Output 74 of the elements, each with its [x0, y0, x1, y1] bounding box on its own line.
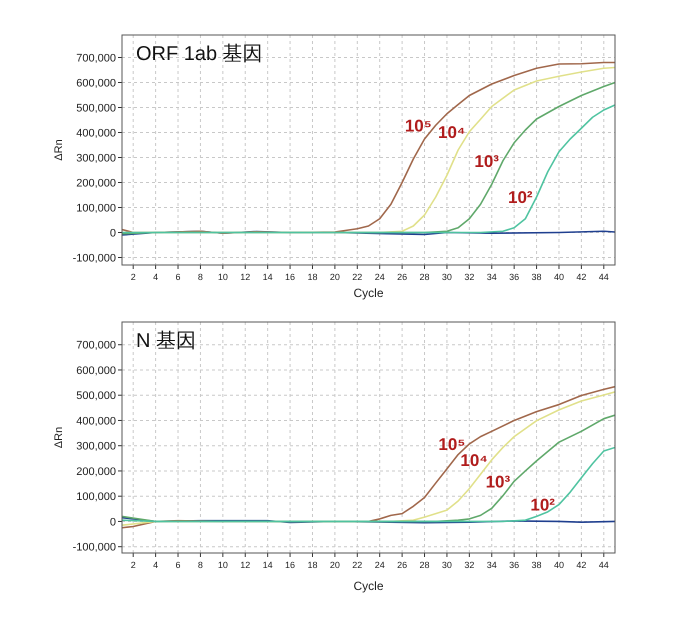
x-tick-label: 30: [442, 272, 452, 282]
x-tick-label: 16: [285, 560, 296, 570]
x-tick-label: 40: [554, 560, 564, 570]
x-tick-label: 16: [285, 272, 296, 282]
x-tick-label: 12: [240, 560, 250, 570]
x-tick-label: 34: [486, 272, 497, 282]
y-tick-label: 300,000: [76, 152, 116, 164]
x-tick-label: 26: [397, 560, 408, 570]
y-tick-label: 0: [110, 228, 116, 240]
chart-title: ORF 1ab 基因: [136, 43, 263, 65]
x-tick-label: 8: [198, 560, 203, 570]
x-tick-label: 22: [352, 272, 362, 282]
y-tick-label: 100,000: [76, 202, 116, 214]
x-tick-label: 10: [218, 272, 228, 282]
x-tick-label: 8: [198, 272, 203, 282]
x-tick-label: 36: [509, 560, 520, 570]
x-tick-label: 18: [307, 560, 318, 570]
y-axis-title: ΔRn: [53, 426, 65, 448]
x-tick-label: 30: [442, 560, 452, 570]
y-tick-label: 500,000: [76, 102, 116, 114]
chart-title: N 基因: [136, 330, 196, 352]
y-tick-label: 0: [110, 516, 116, 528]
y-tick-label: 400,000: [76, 415, 116, 428]
x-tick-label: 24: [374, 560, 385, 570]
y-tick-label: 300,000: [76, 440, 116, 453]
x-tick-label: 36: [509, 272, 520, 282]
x-tick-label: 18: [307, 272, 318, 282]
y-tick-label: 600,000: [76, 78, 116, 90]
x-tick-label: 10: [218, 560, 228, 570]
x-axis-title: Cycle: [353, 286, 384, 300]
x-tick-label: 14: [262, 560, 273, 570]
y-tick-label: 100,000: [76, 491, 116, 504]
x-tick-label: 40: [554, 272, 564, 282]
y-tick-label: 200,000: [76, 178, 116, 190]
y-tick-label: 700,000: [76, 52, 116, 64]
x-tick-label: 44: [598, 272, 609, 282]
x-tick-label: 28: [420, 560, 430, 570]
x-tick-label: 34: [486, 560, 497, 570]
x-tick-label: 12: [240, 272, 250, 282]
x-tick-label: 20: [330, 560, 340, 570]
x-tick-label: 42: [576, 272, 586, 282]
x-tick-label: 42: [576, 560, 586, 570]
x-tick-label: 44: [598, 560, 609, 570]
annotation: 10²: [530, 496, 556, 515]
x-tick-label: 4: [153, 272, 158, 282]
x-tick-label: 32: [464, 272, 474, 282]
annotation: 10²: [508, 188, 533, 207]
y-tick-label: 700,000: [76, 340, 116, 352]
y-tick-label: -100,000: [72, 542, 116, 554]
x-tick-label: 26: [397, 272, 408, 282]
y-tick-label: -100,000: [72, 252, 116, 264]
x-tick-label: 2: [130, 272, 136, 282]
x-tick-label: 4: [153, 560, 158, 570]
annotation: 10³: [486, 472, 510, 492]
y-axis-title: ΔRn: [53, 139, 65, 161]
x-tick-label: 14: [262, 272, 273, 282]
x-tick-label: 38: [532, 272, 542, 282]
annotation: 10⁵: [404, 116, 432, 136]
x-tick-label: 22: [352, 560, 362, 570]
x-tick-label: 6: [176, 560, 181, 570]
annotation: 10³: [474, 152, 500, 171]
y-tick-label: 200,000: [76, 466, 116, 478]
y-tick-label: 600,000: [76, 364, 116, 377]
x-tick-label: 38: [532, 560, 542, 570]
x-tick-label: 20: [330, 272, 340, 282]
y-tick-label: 400,000: [76, 128, 116, 140]
x-axis-title: Cycle: [353, 579, 384, 593]
x-tick-label: 6: [176, 272, 181, 282]
x-tick-label: 28: [420, 272, 430, 282]
x-tick-label: 24: [374, 272, 385, 282]
annotation: 10⁴: [438, 122, 466, 142]
x-tick-label: 2: [130, 560, 136, 570]
x-tick-label: 32: [464, 560, 474, 570]
y-tick-label: 500,000: [76, 390, 116, 402]
